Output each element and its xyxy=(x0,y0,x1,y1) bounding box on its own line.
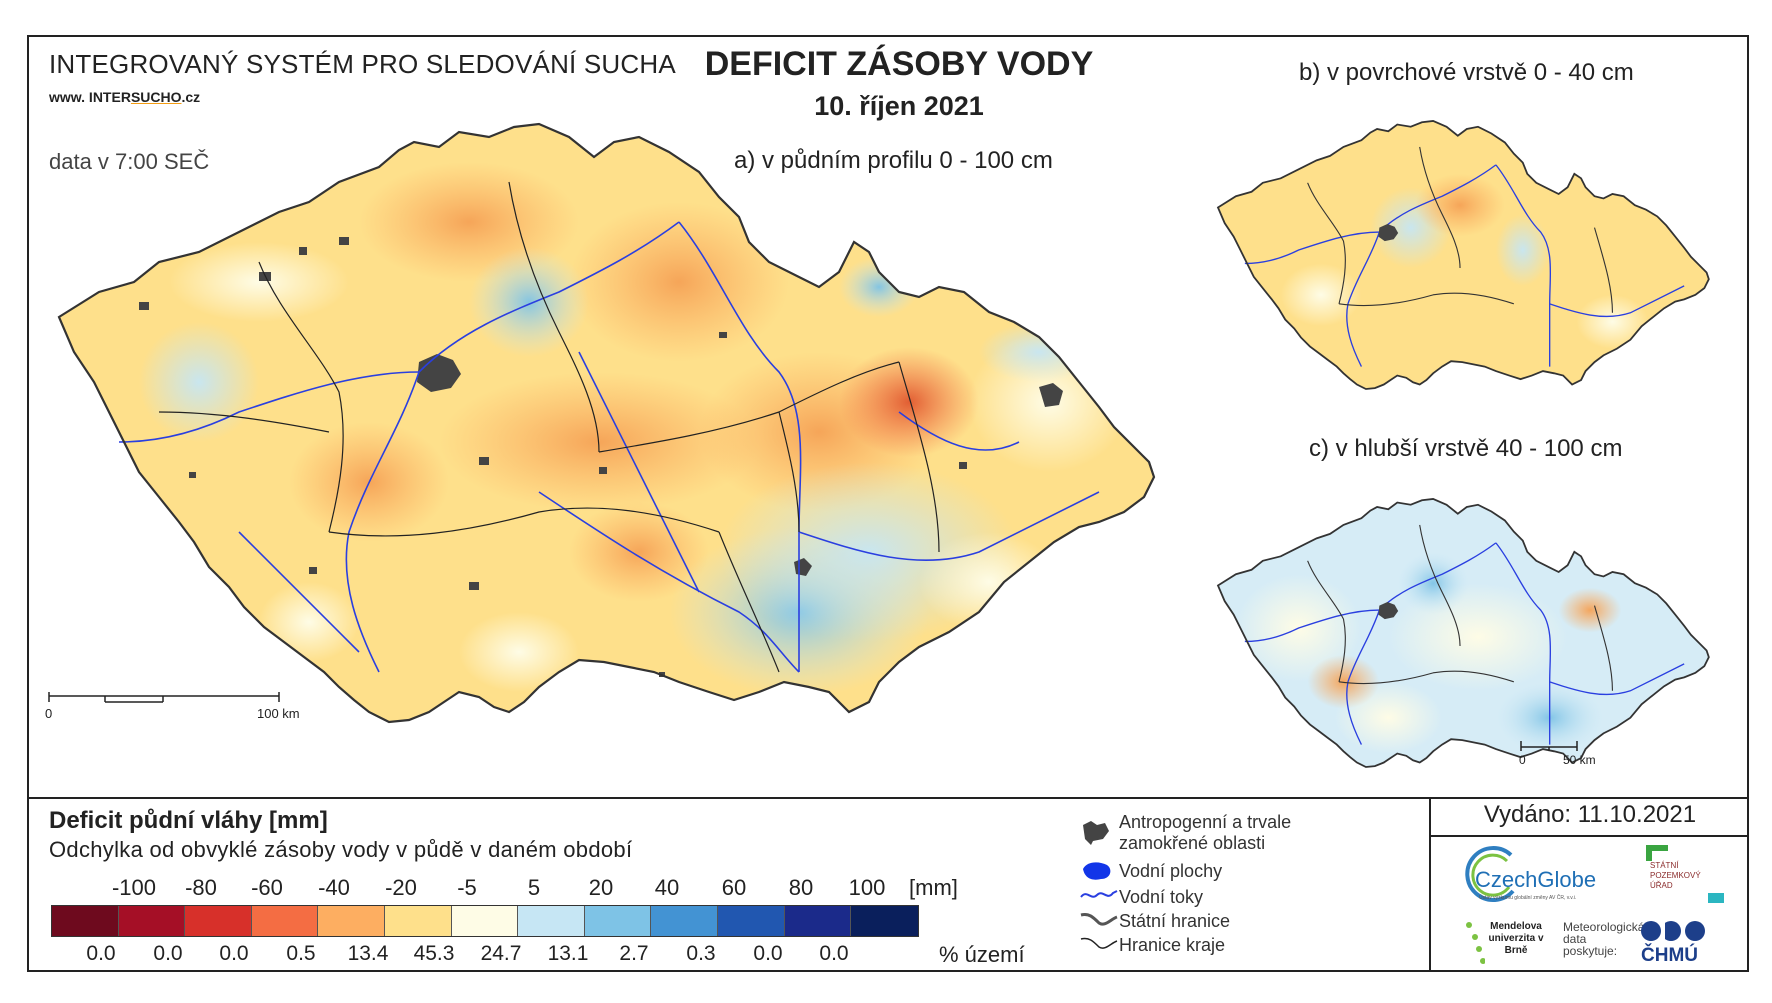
state-border-icon xyxy=(1080,913,1118,926)
scale-value: -20 xyxy=(385,875,417,900)
scale-value: -60 xyxy=(251,875,283,900)
website-main: SUCHO xyxy=(130,89,182,105)
percent-value: 0.0 xyxy=(153,942,183,965)
czechglobe-logo: CzechGlobe Ústav výzkumu globální změny … xyxy=(1461,845,1611,915)
urban-area-icon xyxy=(1083,821,1109,845)
scale-main-zero: 0 xyxy=(45,706,53,721)
legend-title: Deficit půdní vláhy [mm] xyxy=(49,807,328,834)
legend-region-border-label: Hranice kraje xyxy=(1119,935,1226,955)
scale-small-end: 50 km xyxy=(1563,753,1596,767)
data-time: data v 7:00 SEČ xyxy=(49,149,210,174)
percent-value: 0.0 xyxy=(219,942,249,965)
legend-divider xyxy=(29,797,1747,799)
rivers-a xyxy=(118,221,1100,673)
percent-value: 0.3 xyxy=(686,942,716,965)
color-swatch xyxy=(651,906,718,936)
color-swatch xyxy=(451,906,519,936)
percent-value: 45.3 xyxy=(413,942,455,965)
scale-small-zero: 0 xyxy=(1519,753,1526,767)
website-suffix: .cz xyxy=(181,89,201,105)
color-swatch xyxy=(717,906,785,936)
color-swatch xyxy=(185,906,252,936)
river-icon xyxy=(1080,890,1118,898)
legend-urban-label: Antropogenní a trvale zamokřené oblasti xyxy=(1119,812,1292,853)
legend-unit: [mm] xyxy=(909,875,958,900)
scale-main-end: 100 km xyxy=(257,706,300,721)
map-a-label: a) v půdním profilu 0 - 100 cm xyxy=(734,147,1053,174)
color-swatch xyxy=(384,906,452,936)
scale-value: -40 xyxy=(318,875,350,900)
region-borders-a xyxy=(158,181,940,673)
scale-value: 20 xyxy=(588,875,614,900)
percent-value: 0.0 xyxy=(753,942,783,965)
czechglobe-name: CzechGlobe xyxy=(1475,867,1597,892)
issued-box: Vydáno: 11.10.2021 CzechGlobe Ústav výzk… xyxy=(1429,797,1749,970)
map-main xyxy=(57,122,1156,724)
color-swatch xyxy=(118,906,186,936)
meteo-data-label: Meteorologická data poskytuje: xyxy=(1563,920,1645,958)
scale-value: 80 xyxy=(788,875,814,900)
color-swatch xyxy=(784,906,852,936)
color-swatch xyxy=(584,906,652,936)
map-b xyxy=(1216,120,1710,390)
scale-bar-small: 0 50 km xyxy=(1519,737,1619,767)
scale-value: 60 xyxy=(721,875,747,900)
map-c xyxy=(1216,498,1710,768)
issued-separator xyxy=(1431,835,1749,837)
legend-subtitle: Odchylka od obvyklé zásoby vody v půdě v… xyxy=(49,837,633,862)
scale-value: 100 xyxy=(848,875,886,900)
legend-state-border-label: Státní hranice xyxy=(1119,911,1231,931)
color-swatch xyxy=(52,906,119,936)
legend-rivers-label: Vodní toky xyxy=(1119,887,1204,907)
color-swatch xyxy=(851,906,918,936)
percent-value: 24.7 xyxy=(480,942,522,965)
percent-value: 13.4 xyxy=(347,942,389,965)
color-swatch xyxy=(518,906,585,936)
percent-value: 0.5 xyxy=(286,942,316,965)
map-b-label: b) v povrchové vrstvě 0 - 40 cm xyxy=(1299,59,1634,86)
issued-date: Vydáno: 11.10.2021 xyxy=(1483,801,1697,828)
spu-logo: STÁTNÍ POZEMKOVÝ ÚŘAD xyxy=(1646,845,1736,905)
map-c-label: c) v hlubší vrstvě 40 - 100 cm xyxy=(1309,435,1623,462)
legend-colorbar xyxy=(51,905,919,937)
color-swatch xyxy=(318,906,385,936)
main-title: DEFICIT ZÁSOBY VODY xyxy=(704,45,1094,83)
chmu-logo: ČHMÚ xyxy=(1641,919,1721,969)
czechglobe-subtitle: Ústav výzkumu globální změny AV ČR, v.v.… xyxy=(1479,895,1577,901)
scale-value: -100 xyxy=(111,875,157,900)
scale-value: -5 xyxy=(457,875,477,900)
region-border-icon xyxy=(1080,937,1118,949)
scale-bar-main: 0 100 km xyxy=(45,692,300,727)
legend-water-bodies-label: Vodní plochy xyxy=(1119,861,1223,881)
percent-value: 13.1 xyxy=(547,942,589,965)
map-frame: INTEGROVANÝ SYSTÉM PRO SLEDOVÁNÍ SUCHA w… xyxy=(27,35,1749,972)
website-link[interactable]: www. INTERSUCHO.cz xyxy=(49,89,200,105)
percent-value: 0.0 xyxy=(86,942,116,965)
mendelu-logo: Mendelova univerzita v Brně xyxy=(1465,921,1575,971)
percent-value: 2.7 xyxy=(619,942,649,965)
chmu-name: ČHMÚ xyxy=(1641,945,1698,966)
system-title: INTEGROVANÝ SYSTÉM PRO SLEDOVÁNÍ SUCHA xyxy=(49,49,676,79)
percent-value: 0.0 xyxy=(819,942,849,965)
scale-value: 5 xyxy=(527,875,541,900)
scale-value: -80 xyxy=(185,875,217,900)
main-date: 10. říjen 2021 xyxy=(814,91,984,121)
water-body-icon xyxy=(1083,862,1111,880)
color-swatch xyxy=(251,906,319,936)
legend-percent-unit: % území xyxy=(939,942,1025,967)
mendelu-name: Mendelova univerzita v Brně xyxy=(1488,921,1544,956)
website-prefix: www. INTER xyxy=(49,89,131,105)
state-border-a xyxy=(57,122,1156,724)
spu-name: STÁTNÍ POZEMKOVÝ ÚŘAD xyxy=(1650,861,1701,890)
scale-value: 40 xyxy=(654,875,680,900)
